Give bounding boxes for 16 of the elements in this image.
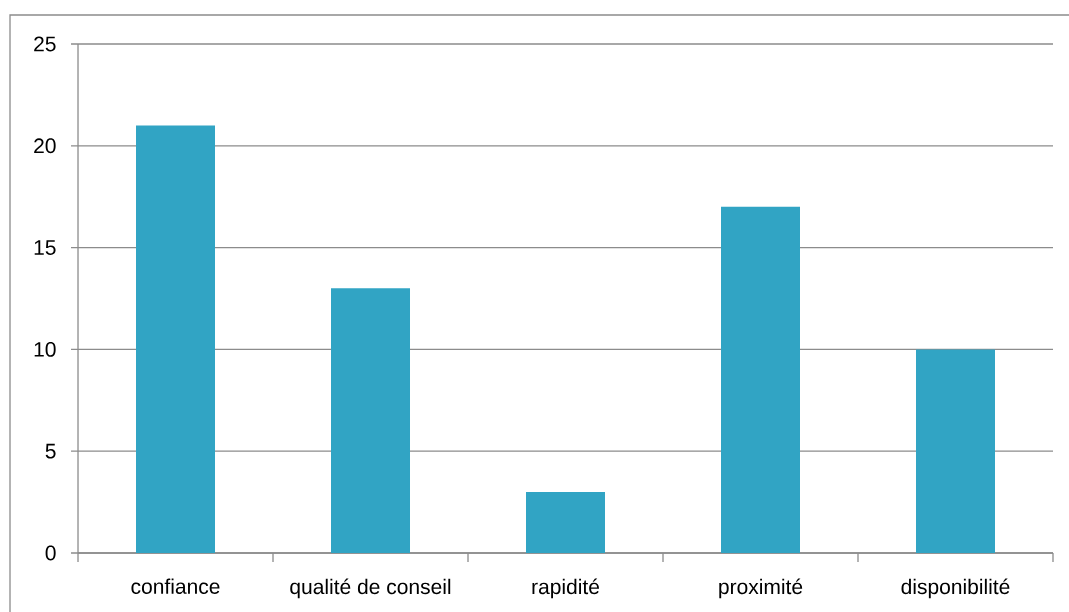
x-tick-label: rapidité — [532, 578, 599, 599]
y-tick-label: 10 — [34, 341, 56, 357]
y-tick-label: 20 — [34, 138, 56, 154]
x-tick-label: proximité — [719, 578, 803, 599]
x-tick-label: qualité de conseil — [290, 578, 451, 599]
y-tick-label: 0 — [45, 545, 56, 561]
bar — [136, 125, 216, 553]
bar — [331, 288, 410, 553]
bar — [721, 206, 800, 553]
y-tick-label: 25 — [34, 36, 56, 52]
y-tick-label: 15 — [34, 240, 56, 255]
bar — [526, 491, 605, 553]
x-tick-label: disponibilité — [901, 578, 1010, 599]
x-tick-label: confiance — [131, 578, 220, 594]
y-tick-label: 5 — [45, 443, 56, 459]
bar — [916, 349, 995, 553]
